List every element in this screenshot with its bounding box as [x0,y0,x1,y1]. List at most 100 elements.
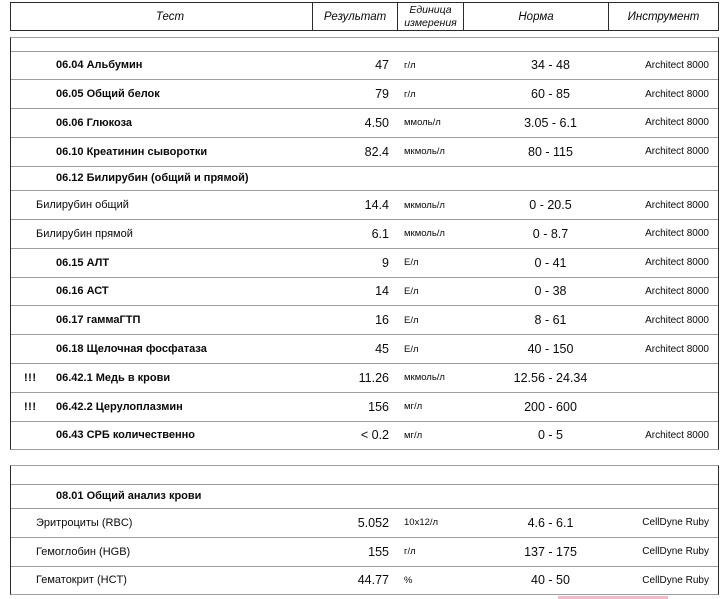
instrument-value: Architect 8000 [645,117,709,129]
test-cell: !!! 06.42.2 Церулоплазмин [11,393,312,421]
instrument-value: CellDyne Ruby [642,574,709,586]
test-name: 06.06 Глюкоза [56,116,133,129]
unit-value: мг/л [404,429,423,441]
result-value: 45 [375,342,389,357]
table-row: 06.43 СРБ количественно < 0.2 мг/л 0 - 5… [11,420,718,450]
result-value: 156 [368,399,389,414]
table-row: 08.01 Общий анализ крови [11,483,718,509]
table-row: 06.15 АЛТ 9 Е/л 0 - 41 Architect 8000 [11,247,718,277]
instrument-value: Architect 8000 [645,59,709,71]
instrument-value: Architect 8000 [645,228,709,240]
test-cell: 06.16 АСТ [11,278,312,306]
abnormal-flag: !!! [24,371,37,384]
instrument-value: Architect 8000 [645,257,709,269]
table-row: 06.16 АСТ 14 Е/л 0 - 38 Architect 8000 [11,276,718,306]
table-row: !!! 06.42.1 Медь в крови 11.26 мкмоль/л … [11,362,718,392]
test-cell: !!! 06.42.1 Медь в крови [11,364,312,392]
instrument-value: Architect 8000 [645,285,709,297]
test-name: 06.12 Билирубин (общий и прямой) [56,172,249,185]
instrument-value: Architect 8000 [645,343,709,355]
test-cell: 06.04 Альбумин [11,52,312,80]
test-name: 06.43 СРБ количественно [56,429,195,442]
instrument-value: Architect 8000 [645,429,709,441]
norm-value: 40 - 150 [527,342,574,357]
result-value: 16 [375,313,389,328]
column-header-instrument: Инструмент [608,3,718,30]
result-value: 44.77 [357,573,389,588]
test-cell: Билирубин прямой [11,220,312,248]
test-cell: Эритроциты (RBC) [11,509,312,537]
result-value: 6.1 [371,226,389,241]
column-header-unit-line2: измерения [404,16,457,29]
table-top-spacer [11,38,718,51]
unit-value: г/л [404,59,416,71]
instrument-value: Architect 8000 [645,146,709,158]
norm-value: 40 - 50 [531,573,570,588]
instrument-value: CellDyne Ruby [642,517,709,529]
lab-table-biochemistry: 06.04 Альбумин 47 г/л 34 - 48 Architect … [10,37,719,451]
norm-value: 0 - 5 [537,428,563,443]
column-header-norm: Норма [463,3,608,30]
unit-value: Е/л [404,343,419,355]
test-cell: 06.10 Креатинин сыворотки [11,138,312,166]
result-value: 155 [368,544,389,559]
highlight-fragment [558,596,668,599]
test-name: 06.17 гаммаГТП [56,314,141,327]
unit-value: г/л [404,88,416,100]
unit-value: 10х12/л [404,517,439,529]
norm-value: 60 - 85 [531,87,570,102]
unit-value: мкмоль/л [404,372,445,384]
norm-value: 3.05 - 6.1 [524,115,577,130]
test-name: 06.18 Щелочная фосфатаза [56,343,207,356]
table-row: Билирубин общий 14.4 мкмоль/л 0 - 20.5 A… [11,190,718,219]
test-cell: Билирубин общий [11,191,312,219]
table-row: Эритроциты (RBC) 5.052 10х12/л 4.6 - 6.1… [11,508,718,537]
unit-value: ммоль/л [404,117,441,129]
instrument-value: CellDyne Ruby [642,546,709,558]
test-name: 06.04 Альбумин [56,59,143,72]
column-header-test: Тест [155,10,185,23]
result-value: 11.26 [358,370,389,385]
table-rows-container: 06.04 Альбумин 47 г/л 34 - 48 Architect … [11,50,718,450]
norm-value: 0 - 38 [534,284,567,299]
table-row: 06.10 Креатинин сыворотки 82.4 мкмоль/л … [11,136,718,166]
table-row: 06.18 Щелочная фосфатаза 45 Е/л 40 - 150… [11,334,718,363]
test-cell: 06.43 СРБ количественно [11,422,312,450]
table-row: 06.06 Глюкоза 4.50 ммоль/л 3.05 - 6.1 Ar… [11,108,718,137]
table-row: !!! 06.42.2 Церулоплазмин 156 мг/л 200 -… [11,391,718,421]
norm-value: 200 - 600 [524,399,577,414]
unit-value: Е/л [404,314,419,326]
test-cell: 06.05 Общий белок [11,80,312,108]
column-header-unit: Единица измерения [397,3,463,30]
table-row: 06.12 Билирубин (общий и прямой) [11,165,718,191]
test-name: 08.01 Общий анализ крови [56,490,202,503]
test-cell: Гематокрит (HCT) [11,567,312,595]
norm-value: 80 - 115 [528,144,573,159]
test-cell: Гемоглобин (HGB) [11,538,312,566]
unit-value: Е/л [404,285,419,297]
result-value: 5.052 [357,515,389,530]
unit-value: мкмоль/л [404,146,445,158]
table-top-spacer [11,466,718,484]
test-name: 06.15 АЛТ [56,256,110,269]
table-row: 06.05 Общий белок 79 г/л 60 - 85 Archite… [11,79,718,108]
test-name: 06.10 Креатинин сыворотки [56,145,208,158]
result-value: 79 [375,87,389,102]
column-header-result: Результат [312,3,397,30]
lab-table-cbc: 08.01 Общий анализ крови Эритроциты (RBC… [10,465,719,596]
test-cell: 06.15 АЛТ [11,249,312,277]
norm-value: 0 - 8.7 [532,226,569,241]
table-row: Гемоглобин (HGB) 155 г/л 137 - 175 CellD… [11,536,718,566]
table-row: 06.17 гаммаГТП 16 Е/л 8 - 61 Architect 8… [11,305,718,334]
test-cell: 06.06 Глюкоза [11,109,312,137]
test-name: Гемоглобин (HGB) [36,545,131,558]
table-row: Гематокрит (HCT) 44.77 % 40 - 50 CellDyn… [11,565,718,595]
test-name: 06.16 АСТ [56,285,109,298]
results-table-header: Тест Результат Единица измерения Норма И… [10,2,719,31]
column-header-unit-line1: Единица [409,4,452,17]
instrument-value: Architect 8000 [645,199,709,211]
result-value: 47 [375,58,389,73]
result-value: 14 [375,284,389,299]
norm-value: 0 - 20.5 [529,198,572,213]
table-rows-container: 08.01 Общий анализ крови Эритроциты (RBC… [11,483,718,595]
